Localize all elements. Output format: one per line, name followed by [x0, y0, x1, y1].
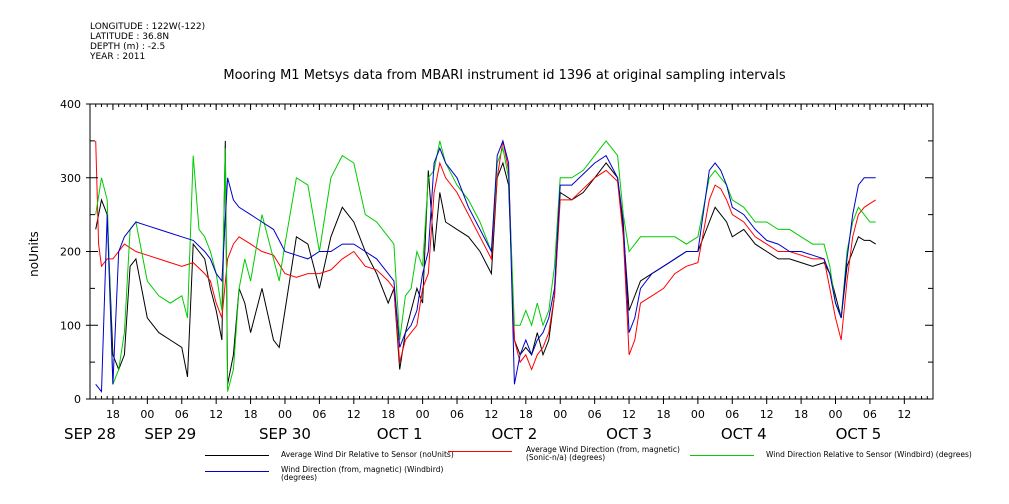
- x-tick-label-1: 00: [140, 408, 154, 421]
- x-tick-label-21: 00: [829, 408, 843, 421]
- x-tick-label-18: 06: [725, 408, 739, 421]
- x-tick-label-17: 00: [691, 408, 705, 421]
- latitude-text: LATITUDE : 36.8N: [90, 32, 170, 42]
- x-tick-label-14: 06: [588, 408, 602, 421]
- x-tick-label-7: 12: [347, 408, 361, 421]
- series-line-0: [95, 140, 876, 385]
- x-tick-label-2: 06: [175, 408, 189, 421]
- x-tick-label-12: 18: [519, 408, 533, 421]
- x-tick-label-10: 06: [450, 408, 464, 421]
- x-tick-label-22: 06: [863, 408, 877, 421]
- depth-text: DEPTH (m) : -2.5: [90, 42, 166, 52]
- x-day-label-5: OCT 3: [606, 425, 652, 443]
- chart-title: Mooring M1 Metsys data from MBARI instru…: [223, 68, 786, 83]
- y-tick-label-1: 100: [60, 319, 81, 332]
- x-tick-label-9: 00: [416, 408, 430, 421]
- year-text: YEAR : 2011: [90, 52, 146, 62]
- y-tick-label-0: 0: [74, 393, 81, 406]
- legend-swatch-0: [205, 455, 269, 456]
- x-tick-label-13: 00: [553, 408, 567, 421]
- x-day-label-0: SEP 28: [64, 425, 116, 443]
- x-tick-label-4: 18: [244, 408, 258, 421]
- series-line-3: [95, 139, 876, 393]
- x-day-label-3: OCT 1: [377, 425, 423, 443]
- x-tick-label-20: 18: [794, 408, 808, 421]
- y-tick-label-4: 400: [60, 98, 81, 111]
- x-tick-label-11: 12: [484, 408, 498, 421]
- x-tick-label-8: 18: [381, 408, 395, 421]
- x-tick-label-5: 00: [278, 408, 292, 421]
- x-tick-label-16: 18: [656, 408, 670, 421]
- x-tick-label-15: 12: [622, 408, 636, 421]
- x-tick-label-19: 12: [760, 408, 774, 421]
- x-tick-label-6: 06: [312, 408, 326, 421]
- legend-swatch-2: [690, 455, 754, 456]
- legend-label-3: Wind Direction (from, magnetic) (Windbir…: [281, 465, 444, 482]
- legend-swatch-1: [448, 451, 512, 452]
- metadata-block: LONGITUDE : 122W(-122) LATITUDE : 36.8N …: [90, 22, 205, 62]
- legend-label-0: Average Wind Dir Relative to Sensor (noU…: [281, 450, 454, 459]
- x-day-label-1: SEP 29: [144, 425, 196, 443]
- series-line-2: [95, 140, 876, 392]
- x-day-label-4: OCT 2: [491, 425, 537, 443]
- x-tick-label-0: 18: [106, 408, 120, 421]
- x-day-label-6: OCT 4: [721, 425, 767, 443]
- y-tick-label-3: 300: [60, 172, 81, 185]
- series-line-1: [95, 140, 876, 371]
- x-day-label-2: SEP 30: [259, 425, 311, 443]
- x-day-label-7: OCT 5: [836, 425, 882, 443]
- legend-swatch-3: [205, 471, 269, 472]
- legend-label-1: Average Wind Direction (from, magnetic) …: [526, 445, 680, 462]
- y-tick-label-2: 200: [60, 246, 81, 259]
- longitude-text: LONGITUDE : 122W(-122): [90, 22, 206, 32]
- x-tick-label-23: 12: [897, 408, 911, 421]
- legend-label-2: Wind Direction Relative to Sensor (Windb…: [766, 450, 972, 459]
- x-tick-label-3: 12: [209, 408, 223, 421]
